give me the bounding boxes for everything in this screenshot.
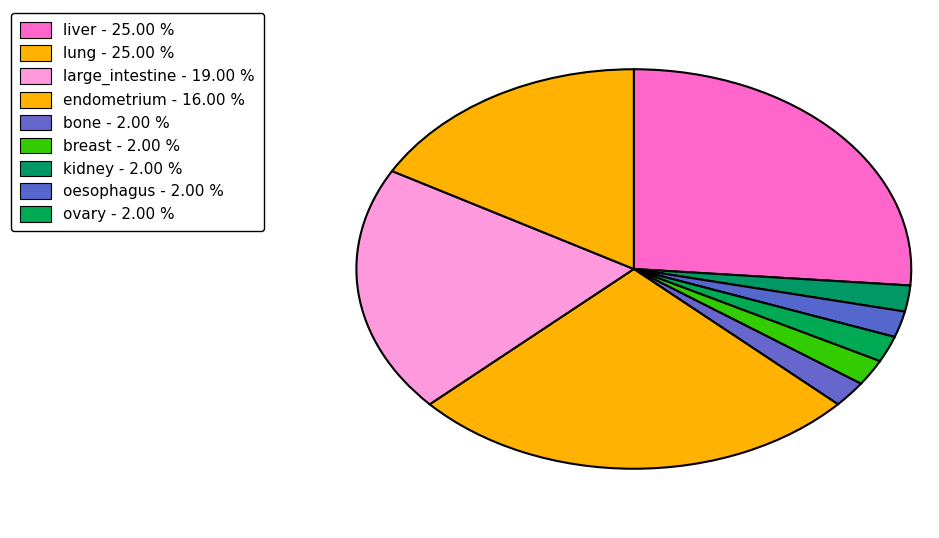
Wedge shape [357, 171, 634, 404]
Wedge shape [634, 269, 880, 384]
Wedge shape [430, 269, 838, 469]
Wedge shape [634, 269, 895, 361]
Wedge shape [634, 69, 911, 286]
Wedge shape [634, 269, 861, 404]
Wedge shape [634, 269, 910, 312]
Legend: liver - 25.00 %, lung - 25.00 %, large_intestine - 19.00 %, endometrium - 16.00 : liver - 25.00 %, lung - 25.00 %, large_i… [11, 13, 264, 231]
Wedge shape [393, 69, 634, 269]
Wedge shape [634, 269, 905, 337]
